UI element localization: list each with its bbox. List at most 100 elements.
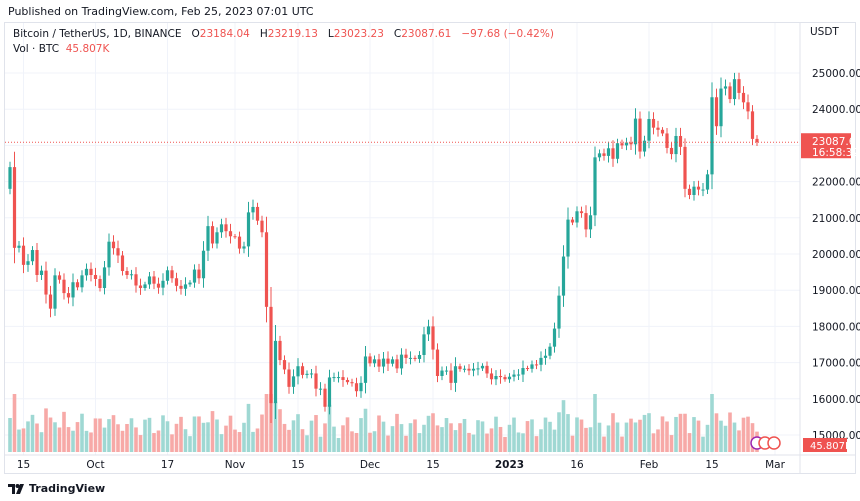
volume-bar xyxy=(719,420,723,452)
volume-bar xyxy=(318,436,323,452)
candle-body xyxy=(156,283,161,288)
candle-body xyxy=(557,295,561,329)
volume-bar xyxy=(471,434,476,452)
volume-bar xyxy=(386,435,390,452)
candle-body xyxy=(30,250,35,262)
volume-bar xyxy=(669,435,674,452)
candle-body xyxy=(525,368,530,370)
candle-body xyxy=(444,370,449,372)
candle-body xyxy=(656,127,660,130)
brand-name[interactable]: TradingView xyxy=(29,482,106,495)
volume-bar xyxy=(197,416,201,452)
time-tick-label: 2023 xyxy=(495,459,524,471)
candle-body xyxy=(152,276,156,284)
candle-body xyxy=(732,79,737,100)
volume-bar xyxy=(507,424,512,452)
candle-body xyxy=(12,167,17,248)
candle-body xyxy=(467,368,471,371)
candle-body xyxy=(629,142,633,145)
candle-body xyxy=(624,142,629,146)
candle-body xyxy=(228,231,233,237)
volume-bar xyxy=(633,422,638,452)
volume-label[interactable]: Vol · BTC xyxy=(13,43,60,55)
volume-bar xyxy=(489,428,494,452)
candle-body xyxy=(413,357,417,359)
volume-bar xyxy=(746,416,750,452)
volume-bar xyxy=(246,403,251,452)
volume-bar xyxy=(692,417,696,452)
volume-bar xyxy=(80,413,84,452)
volume-bar xyxy=(629,418,633,452)
candle-body xyxy=(134,274,138,286)
volume-bar xyxy=(453,430,458,452)
candle-body xyxy=(287,369,291,387)
candle-body xyxy=(570,219,575,223)
volume-bar xyxy=(314,415,318,452)
volume-bar xyxy=(624,422,629,452)
candle-body xyxy=(701,189,705,191)
candle-body xyxy=(494,375,498,380)
price-tick-label: 16000.00 xyxy=(812,394,860,406)
volume-bar xyxy=(593,394,597,452)
candle-body xyxy=(21,245,26,265)
volume-bar xyxy=(458,423,462,452)
volume-bar xyxy=(84,430,89,452)
candle-body xyxy=(422,334,426,355)
volume-bar xyxy=(8,418,12,452)
volume-bar xyxy=(543,417,548,452)
candle-body xyxy=(327,377,332,407)
price-tick-label: 22000.00 xyxy=(812,177,860,189)
candle-body xyxy=(264,232,269,307)
volume-bar xyxy=(26,421,30,452)
volume-bar xyxy=(417,433,422,452)
volume-bar xyxy=(125,424,129,452)
candle-body xyxy=(669,147,674,155)
candle-body xyxy=(404,354,408,358)
volume-bar xyxy=(494,416,498,452)
volume-bar xyxy=(557,412,561,452)
candle-body xyxy=(197,269,201,279)
candle-body xyxy=(332,377,336,379)
volume-bar xyxy=(512,417,516,452)
last-volume-label: 45.807K xyxy=(810,441,852,452)
candle-body xyxy=(660,129,665,134)
candle-body xyxy=(84,268,89,276)
volume-bar xyxy=(134,427,138,452)
volume-bar xyxy=(530,419,534,452)
time-tick-label: Feb xyxy=(640,459,659,471)
volume-bar xyxy=(620,436,624,452)
chart-frame[interactable] xyxy=(4,22,856,474)
candle-body xyxy=(507,376,512,380)
volume-bar xyxy=(404,435,408,452)
volume-bar xyxy=(165,421,170,452)
volume-bar xyxy=(206,422,210,452)
candle-body xyxy=(737,79,741,93)
candle-body xyxy=(57,275,62,280)
candle-body xyxy=(165,270,170,281)
candle-body xyxy=(219,224,224,233)
volume-bar xyxy=(584,427,588,452)
candle-body xyxy=(255,206,260,221)
volume-bar xyxy=(323,423,327,452)
last-price-badge xyxy=(801,133,851,159)
candle-body xyxy=(260,220,264,233)
candle-body xyxy=(273,340,278,404)
candle-body xyxy=(8,167,12,189)
volume-bar xyxy=(161,415,165,452)
published-caption: Published on TradingView.com, Feb 25, 20… xyxy=(8,5,314,18)
volume-bar xyxy=(732,422,737,452)
volume-bar xyxy=(606,425,611,452)
volume-bar xyxy=(615,422,620,452)
volume-bar xyxy=(152,433,156,452)
volume-bar xyxy=(462,418,467,452)
volume-bar xyxy=(188,436,192,452)
candle-body xyxy=(426,326,431,335)
symbol-title[interactable]: Bitcoin / TetherUS, 1D, BINANCE xyxy=(13,28,182,40)
volume-bar xyxy=(345,417,350,452)
economic-event-icon xyxy=(767,436,781,450)
candle-body xyxy=(710,97,714,175)
volume-bar xyxy=(89,432,93,452)
candle-body xyxy=(417,354,422,359)
volume-bar xyxy=(354,432,359,452)
